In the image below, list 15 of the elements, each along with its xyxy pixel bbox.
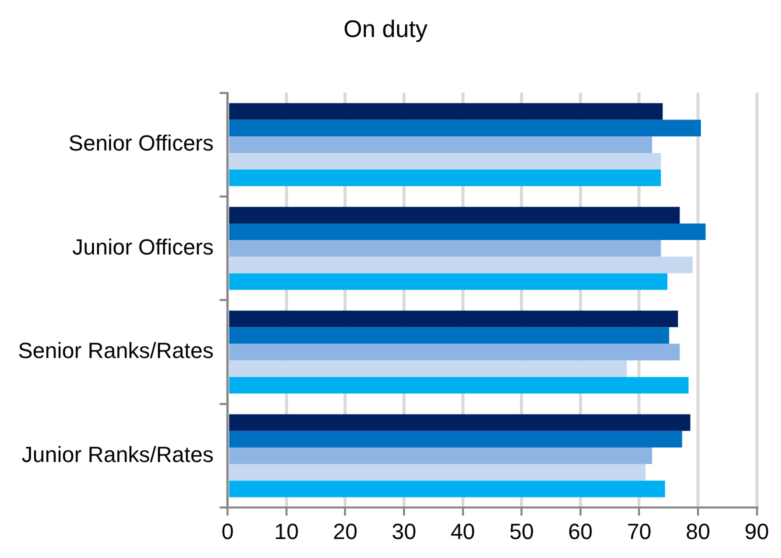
x-tick-label: 40 bbox=[450, 518, 476, 544]
y-tick-label: Senior Ranks/Rates bbox=[18, 338, 214, 364]
x-tick-label: 50 bbox=[509, 518, 534, 544]
x-tick-label: 80 bbox=[686, 518, 710, 544]
y-tick-label: Junior Ranks/Rates bbox=[22, 442, 214, 467]
y-tick-label: Senior Officers bbox=[68, 130, 214, 156]
x-tick-label: 90 bbox=[744, 518, 770, 544]
chart-title: On duty bbox=[343, 16, 428, 44]
y-tick-label: Junior Officers bbox=[72, 234, 214, 260]
x-tick-label: 60 bbox=[568, 518, 593, 544]
x-tick-label: 70 bbox=[626, 518, 652, 544]
x-tick-label: 20 bbox=[332, 518, 358, 544]
x-tick-label: 30 bbox=[392, 518, 416, 544]
x-tick-label: 0 bbox=[222, 518, 234, 544]
x-tick-label: 10 bbox=[274, 518, 299, 544]
